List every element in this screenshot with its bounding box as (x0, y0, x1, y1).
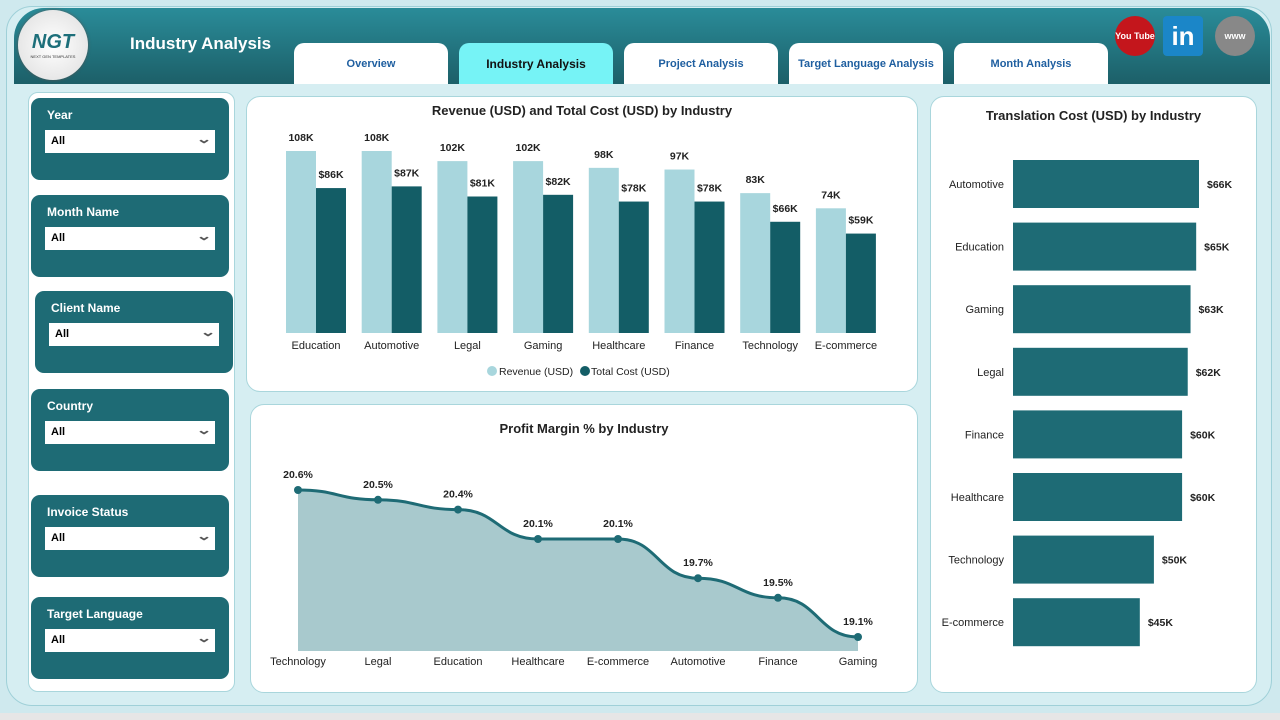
slicer-dropdown[interactable]: All ⌄ (45, 629, 215, 652)
linkedin-icon[interactable]: in (1163, 16, 1203, 56)
tab-project-analysis[interactable]: Project Analysis (624, 43, 778, 84)
slicer-value: All (51, 135, 66, 147)
slicer-label: Country (47, 399, 93, 413)
tab-overview[interactable]: Overview (294, 43, 448, 84)
youtube-icon[interactable]: You Tube (1115, 16, 1155, 56)
slicer-label: Invoice Status (47, 505, 129, 519)
chevron-down-icon: ⌄ (195, 423, 213, 437)
slicer-month-name: Month Name All ⌄ (31, 195, 229, 277)
revenue-cost-chart-panel: Revenue (USD) and Total Cost (USD) by In… (246, 96, 918, 392)
slicer-label: Client Name (51, 301, 121, 315)
slicer-dropdown[interactable]: All ⌄ (49, 323, 219, 346)
slicer-dropdown[interactable]: All ⌄ (45, 130, 215, 153)
page-title: Industry Analysis (130, 34, 272, 53)
chart-title: Translation Cost (USD) by Industry (985, 108, 1202, 123)
slicer-client-name: Client Name All ⌄ (35, 291, 233, 373)
tab-target-language-analysis[interactable]: Target Language Analysis (789, 43, 943, 84)
slicer-label: Target Language (47, 607, 143, 621)
chevron-down-icon: ⌄ (195, 229, 213, 243)
ngt-logo: NGT NEXT GEN TEMPLATES (18, 10, 88, 80)
slicer-label: Year (47, 108, 73, 122)
profit-margin-chart-panel: Profit Margin % by Industry (250, 404, 918, 693)
slicer-label: Month Name (47, 205, 119, 219)
chart-title: Revenue (USD) and Total Cost (USD) by In… (431, 103, 733, 118)
chevron-down-icon: ⌄ (199, 325, 217, 339)
tab-industry-analysis[interactable]: Industry Analysis (459, 43, 613, 84)
slicer-value: All (51, 232, 66, 244)
slicer-value: All (55, 328, 70, 340)
globe-icon[interactable]: www (1215, 16, 1255, 56)
slicer-value: All (51, 532, 66, 544)
slicer-value: All (51, 426, 66, 438)
logo-text: NGT (31, 31, 75, 53)
slicer-target-language: Target Language All ⌄ (31, 597, 229, 679)
slicer-value: All (51, 634, 66, 646)
slicer-dropdown[interactable]: All ⌄ (45, 527, 215, 550)
chevron-down-icon: ⌄ (195, 529, 213, 543)
slicer-year: Year All ⌄ (31, 98, 229, 180)
translation-cost-chart-panel: Translation Cost (USD) by Industry (930, 96, 1257, 693)
slicer-invoice-status: Invoice Status All ⌄ (31, 495, 229, 577)
chart-title: Profit Margin % by Industry (499, 421, 669, 436)
bottom-bar (0, 713, 1280, 720)
logo-subtext: NEXT GEN TEMPLATES (30, 54, 76, 59)
slicer-dropdown[interactable]: All ⌄ (45, 227, 215, 250)
tab-month-analysis[interactable]: Month Analysis (954, 43, 1108, 84)
slicer-country: Country All ⌄ (31, 389, 229, 471)
chevron-down-icon: ⌄ (195, 631, 213, 645)
chevron-down-icon: ⌄ (195, 132, 213, 146)
slicer-dropdown[interactable]: All ⌄ (45, 421, 215, 444)
